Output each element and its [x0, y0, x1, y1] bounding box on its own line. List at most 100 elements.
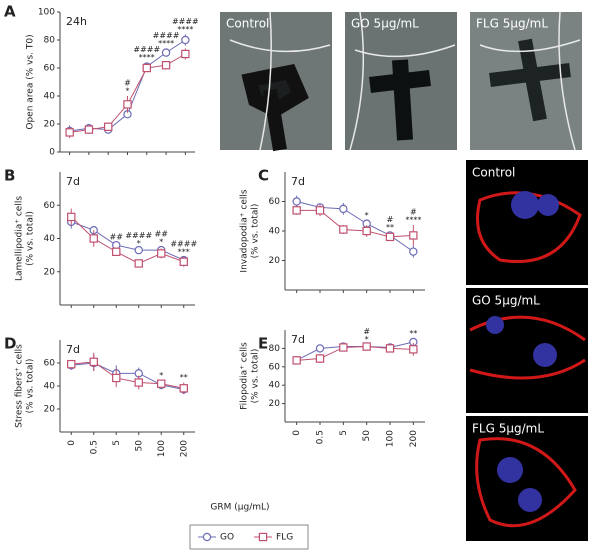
image-label: GO 5μg/mL — [351, 17, 419, 31]
series-line — [71, 361, 184, 389]
nucleus — [497, 457, 523, 483]
panel-letter: C — [258, 167, 269, 185]
cell — [469, 315, 586, 380]
point — [362, 342, 371, 351]
significance: ** — [409, 329, 417, 338]
y-axis-label: Open area (% vs. T0) — [26, 34, 36, 129]
significance: # — [363, 327, 370, 336]
legend-label: GO — [220, 533, 234, 543]
panel-letter: B — [4, 167, 15, 185]
y-tick-label: 40 — [269, 381, 281, 391]
point — [157, 379, 166, 388]
point — [292, 356, 301, 365]
point — [134, 259, 143, 268]
point — [292, 206, 301, 215]
legend-marker — [258, 532, 268, 542]
time-label: 7d — [66, 343, 80, 356]
significance: #### — [153, 31, 180, 40]
image — [466, 160, 588, 285]
series-line — [296, 201, 414, 253]
significance: ** — [386, 223, 394, 232]
x-tick-label: 200 — [409, 430, 419, 447]
point — [409, 247, 418, 256]
y-axis-label: Filopodia⁺ cells — [240, 342, 250, 410]
panel-letter: A — [4, 3, 16, 21]
series-line — [296, 341, 414, 361]
significance: #### — [172, 17, 199, 26]
nucleus — [518, 488, 542, 512]
significance: #### — [133, 45, 160, 54]
wound — [241, 64, 309, 152]
cell — [475, 437, 577, 528]
point — [179, 384, 188, 393]
y-tick-label: 20 — [44, 267, 56, 277]
image-label: Control — [226, 17, 269, 31]
y-tick-label: 40 — [269, 227, 281, 237]
point — [134, 245, 143, 255]
significance: ## — [155, 229, 169, 238]
nucleus — [511, 191, 539, 219]
point — [409, 231, 418, 240]
significance: ** — [180, 373, 188, 382]
point — [142, 63, 151, 73]
y-axis-label: (% vs. total) — [251, 349, 261, 404]
series-line — [296, 346, 414, 361]
y-tick-label: 60 — [44, 64, 56, 74]
point — [84, 125, 94, 134]
point — [157, 249, 166, 258]
point — [104, 122, 113, 131]
significance: * — [365, 211, 369, 220]
x-tick-label: 0 — [292, 430, 302, 436]
significance: # — [124, 79, 131, 88]
x-tick-label: 50 — [362, 430, 372, 442]
y-axis-label: Stress fibers⁺ cells — [15, 344, 25, 428]
series-line — [71, 221, 184, 261]
point — [292, 197, 301, 206]
point — [315, 344, 325, 353]
significance: *** — [178, 247, 190, 256]
image-label: FLG 5μg/mL — [476, 17, 548, 31]
point — [385, 344, 395, 353]
significance: * — [159, 371, 163, 380]
x-tick-label: 200 — [179, 440, 189, 457]
point — [315, 206, 325, 215]
y-tick-label: 20 — [44, 120, 56, 130]
wound-images: Control GO 5μg/mL FLG 5μg/mL — [220, 11, 582, 152]
nucleus — [486, 316, 504, 334]
time-label: 24h — [66, 15, 87, 28]
significance: **** — [405, 216, 421, 225]
y-tick-label: 60 — [44, 359, 56, 369]
point — [161, 60, 171, 70]
wound — [489, 38, 571, 122]
significance: #### — [125, 231, 152, 240]
y-tick-label: 20 — [269, 256, 281, 266]
point — [315, 354, 325, 363]
image-label: FLG 5μg/mL — [472, 422, 544, 436]
significance: * — [137, 239, 141, 248]
point — [112, 373, 121, 383]
nucleus — [533, 343, 557, 367]
x-tick-label: 100 — [386, 430, 396, 447]
point — [181, 49, 190, 59]
point — [112, 247, 121, 256]
y-tick-label: 20 — [269, 399, 281, 409]
point — [385, 232, 395, 242]
wound — [369, 59, 431, 141]
y-axis-label: (% vs. total) — [251, 204, 261, 259]
x-tick-label: 0 — [67, 440, 77, 446]
y-tick-label: 40 — [44, 234, 56, 244]
significance: * — [159, 237, 163, 246]
point — [67, 359, 76, 369]
y-tick-label: 80 — [44, 36, 56, 46]
point — [179, 257, 188, 266]
confocal-images: Control GO 5μg/mL FLG 5μg/mL — [466, 160, 588, 541]
x-axis-label: GRM (μg/mL) — [210, 503, 269, 513]
time-label: 7d — [291, 333, 305, 346]
image — [466, 288, 588, 413]
y-tick-label: 80 — [269, 344, 281, 354]
x-tick-label: 50 — [134, 440, 144, 452]
point — [339, 343, 348, 352]
legend-label: FLG — [276, 533, 293, 543]
y-tick-label: 40 — [44, 92, 56, 102]
